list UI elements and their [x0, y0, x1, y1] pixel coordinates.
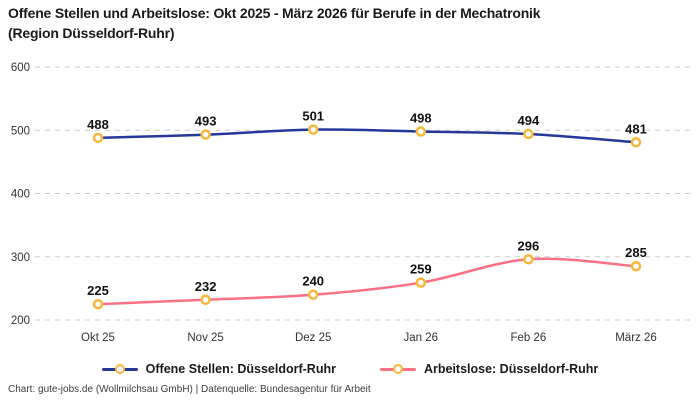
x-tick-label-3: Dez 25 [295, 332, 331, 344]
data-point-s0-1[interactable] [92, 132, 104, 144]
x-tick-label-2: Nov 25 [187, 332, 223, 344]
data-point-s1-6[interactable] [630, 260, 642, 272]
value-label-s1-5: 296 [518, 238, 540, 253]
value-label-s1-3: 240 [302, 274, 324, 289]
value-label-s0-6: 481 [625, 121, 647, 136]
value-label-s0-2: 493 [195, 114, 217, 129]
legend-marker-ring-icon [392, 364, 403, 374]
value-label-s0-1: 488 [87, 117, 109, 132]
data-point-s1-3[interactable] [307, 289, 319, 300]
y-tick-label-500: 500 [11, 125, 30, 137]
x-tick-label-1: Okt 25 [81, 332, 115, 344]
legend-marker-ring-icon [114, 364, 125, 374]
value-label-s1-2: 232 [195, 279, 217, 294]
data-point-s1-4[interactable] [415, 277, 427, 288]
data-point-s0-5[interactable] [523, 128, 534, 140]
y-tick-label-400: 400 [11, 189, 30, 201]
line-chart-plot-area: 200 300 400 500 600 Okt 25 Nov 25 Dez 25 Jan 26 F… [11, 62, 690, 344]
legend-label-arbeitslose: Arbeitslose: Düsseldorf-Ruhr [423, 362, 599, 376]
data-point-s1-1[interactable] [92, 298, 104, 310]
y-tick-label-200: 200 [11, 315, 30, 327]
legend-line-swatch-blue [101, 364, 138, 374]
legend-line-swatch-pink [379, 364, 416, 374]
chart-title: Offene Stellen und Arbeitslose: Okt 2025… [8, 4, 692, 43]
value-label-s0-5: 494 [518, 113, 540, 128]
data-point-s0-2[interactable] [200, 129, 211, 140]
legend-item-offene-stellen[interactable]: Offene Stellen: Düsseldorf-Ruhr [101, 362, 336, 376]
x-tick-label-5: Feb 26 [510, 332, 546, 344]
legend-item-arbeitslose[interactable]: Arbeitslose: Düsseldorf-Ruhr [379, 362, 599, 376]
legend-label-offene-stellen: Offene Stellen: Düsseldorf-Ruhr [145, 362, 336, 376]
value-label-s1-6: 285 [625, 245, 647, 260]
data-point-s0-4[interactable] [415, 126, 427, 137]
legend: Offene Stellen: Düsseldorf-Ruhr Arbeitsl… [0, 358, 700, 380]
value-label-s0-4: 498 [410, 111, 432, 126]
value-label-s0-3: 501 [302, 109, 324, 124]
chart-title-line2: (Region Düsseldorf-Ruhr) [8, 24, 175, 41]
series-line-0 [96, 128, 638, 144]
x-tick-label-4: Jan 26 [404, 332, 439, 344]
data-point-s0-6[interactable] [630, 137, 642, 148]
y-tick-label-600: 600 [11, 62, 30, 74]
data-point-s1-5[interactable] [523, 254, 534, 265]
value-label-s1-1: 225 [87, 283, 109, 298]
value-label-s1-4: 259 [410, 262, 432, 277]
data-point-s0-3[interactable] [307, 124, 319, 135]
y-tick-label-300: 300 [11, 252, 30, 264]
data-point-s1-2[interactable] [200, 294, 211, 306]
x-tick-label-6: März 26 [615, 332, 657, 344]
series-line-1 [96, 257, 638, 306]
chart-title-line1: Offene Stellen und Arbeitslose: Okt 2025… [8, 5, 541, 21]
chart-credit: Chart: gute-jobs.de (Wollmilchsau GmbH) … [8, 384, 371, 395]
